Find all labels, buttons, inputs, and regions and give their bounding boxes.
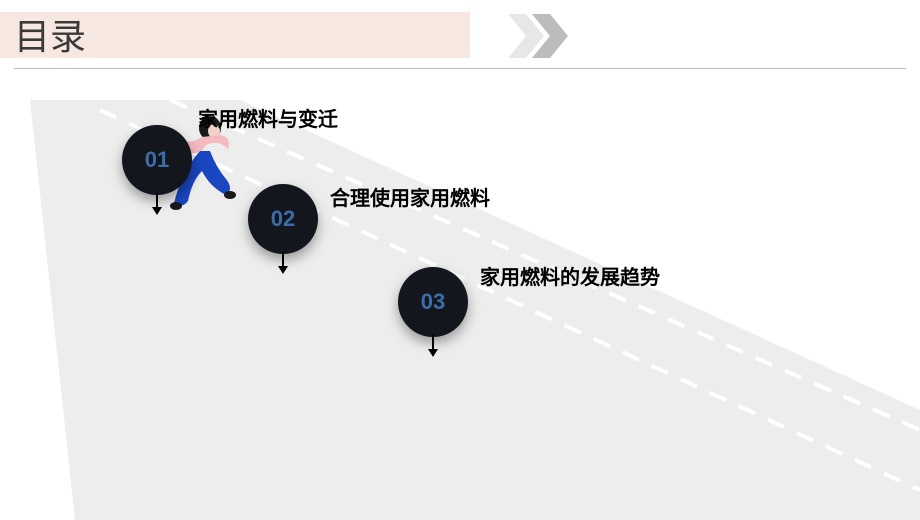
figure-shoe-2 [224,191,236,199]
header-divider [14,68,906,69]
node-label-3: 家用燃料的发展趋势 [480,261,660,290]
node-number-2: 02 [271,206,295,232]
toc-node-3: 03 家用燃料的发展趋势 [398,267,468,337]
node-circle-2: 02 [248,184,318,254]
figure-shoe-1 [170,202,182,210]
node-pointer-1 [150,193,164,217]
page-title: 目录 [14,8,86,60]
chevron-arrows-icon [508,14,578,58]
toc-node-2: 02 合理使用家用燃料 [248,184,318,254]
node-number-1: 01 [145,147,169,173]
node-label-2: 合理使用家用燃料 [330,182,490,211]
node-circle-1: 01 [122,125,192,195]
node-number-3: 03 [421,289,445,315]
node-pointer-2 [276,252,290,276]
node-label-1: 家用燃料与变迁 [198,103,338,132]
node-circle-3: 03 [398,267,468,337]
toc-node-1: 01 家用燃料与变迁 [122,125,192,195]
node-pointer-3 [426,335,440,359]
